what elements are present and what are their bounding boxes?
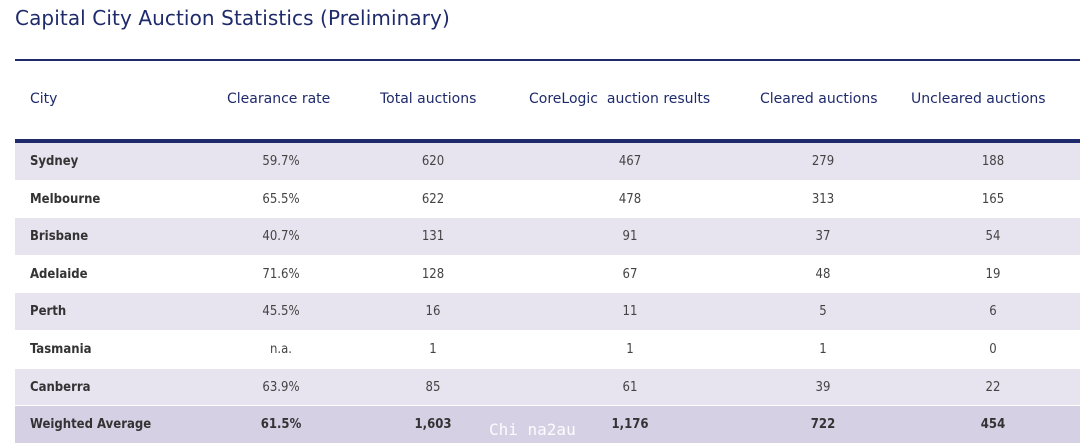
table-body: Sydney 59.7% 620 467 279 188 Melbourne 6… (15, 143, 1080, 444)
uncleared-cell: 6 (989, 304, 997, 320)
uncleared-cell: 454 (980, 417, 1006, 433)
table-row: Sydney 59.7% 620 467 279 188 (15, 143, 1080, 181)
clearance-rate-cell: 40.7% (262, 229, 300, 245)
city-cell: Tasmania (30, 341, 92, 357)
city-cell: Brisbane (30, 229, 89, 245)
corelogic-results-cell: 11 (622, 304, 638, 320)
table-row-weighted-average: Weighted Average 61.5% 1,603 1,176 722 4… (15, 406, 1080, 444)
clearance-rate-cell: 65.5% (262, 191, 300, 207)
table-header-rule (15, 139, 1080, 143)
city-cell: Melbourne (30, 191, 101, 207)
corelogic-results-cell: 61 (622, 379, 638, 395)
total-auctions-cell: 620 (421, 154, 445, 169)
cleared-cell: 722 (810, 417, 836, 433)
total-auctions-cell: 128 (421, 266, 445, 282)
table-row: Brisbane 40.7% 131 91 37 54 (15, 218, 1080, 256)
table-row: Adelaide 71.6% 128 67 48 19 (15, 255, 1080, 294)
total-auctions-cell: 131 (421, 229, 445, 245)
uncleared-cell: 22 (985, 379, 1001, 395)
cleared-cell: 1 (819, 341, 827, 357)
total-auctions-cell: 622 (421, 191, 445, 207)
uncleared-cell: 54 (985, 229, 1001, 245)
cleared-cell: 37 (815, 229, 831, 245)
clearance-rate-cell: n.a. (269, 341, 293, 357)
city-cell: Adelaide (30, 266, 88, 282)
cleared-cell: 39 (815, 379, 831, 395)
total-auctions-cell: 16 (425, 304, 441, 320)
clearance-rate-cell: 71.6% (262, 266, 300, 282)
corelogic-results-cell: 467 (618, 154, 642, 169)
total-auctions-cell: 1,603 (414, 417, 452, 433)
table-header-row: City Clearance rate Total auctions CoreL… (15, 61, 1080, 139)
city-cell: Canberra (30, 379, 91, 395)
corelogic-results-cell: 1 (626, 341, 634, 357)
table-top-rule (15, 59, 1080, 61)
header-total-auctions: Total auctions (380, 91, 477, 107)
corelogic-results-cell: 478 (618, 191, 642, 207)
corelogic-results-cell: 67 (622, 266, 638, 282)
header-clearance-rate: Clearance rate (227, 91, 331, 107)
city-cell: Weighted Average (30, 417, 152, 433)
watermark: Chi na2au (489, 420, 576, 439)
clearance-rate-cell: 61.5% (260, 417, 302, 433)
clearance-rate-cell: 45.5% (262, 304, 300, 320)
corelogic-results-cell: 91 (622, 229, 638, 245)
header-corelogic-results: CoreLogic auction results (529, 91, 711, 107)
cleared-cell: 279 (811, 154, 835, 169)
clearance-rate-cell: 63.9% (262, 379, 300, 395)
header-cleared-auctions: Cleared auctions (760, 91, 878, 107)
city-cell: Perth (30, 304, 67, 320)
total-auctions-cell: 85 (425, 379, 441, 395)
uncleared-cell: 0 (989, 341, 997, 357)
header-city: City (30, 91, 58, 107)
table-row: Melbourne 65.5% 622 478 313 165 (15, 180, 1080, 219)
uncleared-cell: 19 (985, 266, 1001, 282)
table-row: Canberra 63.9% 85 61 39 22 (15, 368, 1080, 407)
city-cell: Sydney (30, 154, 79, 169)
cleared-cell: 48 (815, 266, 831, 282)
table-row: Tasmania n.a. 1 1 1 0 (15, 330, 1080, 369)
uncleared-cell: 165 (981, 191, 1005, 207)
table-row: Perth 45.5% 16 11 5 6 (15, 293, 1080, 331)
header-uncleared-auctions: Uncleared auctions (911, 91, 1046, 107)
corelogic-results-cell: 1,176 (611, 417, 649, 433)
uncleared-cell: 188 (981, 154, 1005, 169)
page-title: Capital City Auction Statistics (Prelimi… (15, 6, 450, 30)
clearance-rate-cell: 59.7% (262, 154, 300, 169)
cleared-cell: 313 (811, 191, 835, 207)
cleared-cell: 5 (819, 304, 827, 320)
total-auctions-cell: 1 (429, 341, 437, 357)
